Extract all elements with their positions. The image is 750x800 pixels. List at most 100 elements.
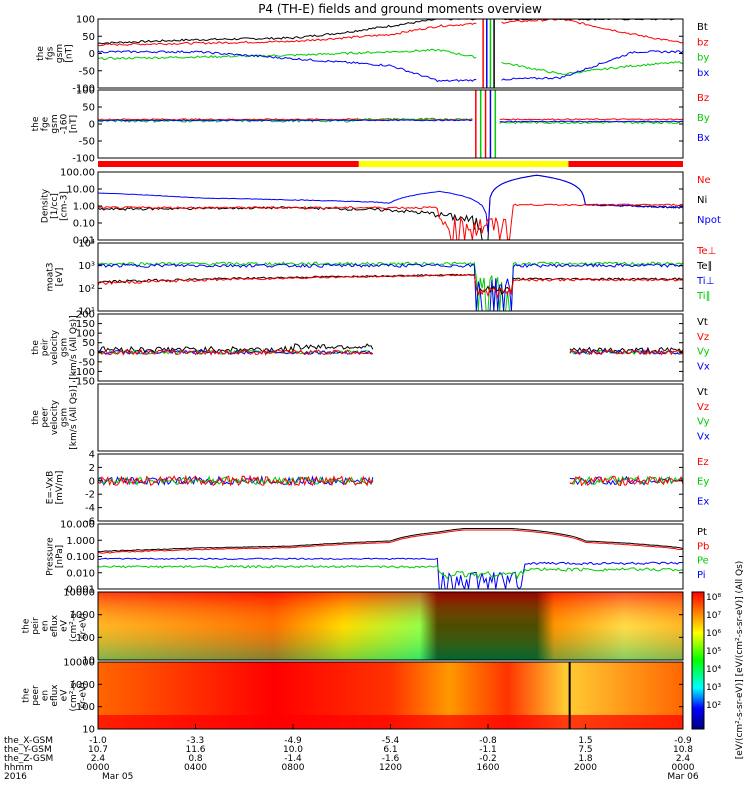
series-te-par	[98, 273, 683, 296]
y-label-line: the	[36, 46, 46, 61]
x-tick-label: 0400	[184, 763, 207, 773]
y-label-line: [mV/m]	[55, 471, 65, 505]
y-label-line: Density	[41, 188, 51, 223]
x-tick-label: 10.7	[88, 745, 108, 755]
panel-10: 10000 1000 100 10 the peer en eflux eV (cm²-s-sr-…	[22, 658, 684, 736]
spectrogram-lowband	[98, 715, 683, 729]
y-tick-label: -100	[72, 84, 95, 95]
series-vz	[98, 348, 683, 356]
x-tick-label: 6.1	[383, 745, 397, 755]
panel-frame	[97, 523, 684, 590]
x-tick-label: 0000	[87, 763, 110, 773]
x-tick-label: 1200	[379, 763, 402, 773]
y-tick-label: 10.00	[66, 185, 95, 196]
series-ti-par	[98, 261, 683, 311]
panel-frame	[97, 242, 684, 312]
y-tick-label: 1000	[70, 680, 95, 691]
colorbar-tick-label: 10⁴	[706, 665, 721, 675]
y-axis-label: the fgs gsm [nT]	[36, 44, 75, 63]
y-tick-label: 4	[89, 450, 95, 461]
legend-entry-vt: Vt	[697, 317, 708, 328]
y-label-line: gsm	[55, 44, 65, 63]
colorbar-label-group: [eV/(cm²-s-sr-eV)] [eV/(cm²-s-sr-eV)] (A…	[735, 561, 745, 760]
y-label-line: eflux	[50, 614, 60, 637]
time-axis: the_X-GSMthe_Y-GSMthe_Z-GSMhhmm2016-1.01…	[4, 724, 699, 782]
y-label-line: fgs	[45, 46, 55, 60]
y-axis-label: the peir en eflux eV (cm²-s-sr-eV)	[22, 610, 89, 642]
y-axis-label: the fge gsm -160 [nT]	[31, 114, 79, 135]
y-tick-label: 0.010	[66, 568, 95, 579]
y-tick-label: -4	[85, 503, 95, 514]
y-label-line: moat3	[45, 262, 55, 291]
y-label-line: velocity	[50, 329, 60, 365]
x-tick-label: -0.9	[674, 736, 692, 746]
y-label-line: Pressure	[45, 537, 55, 576]
panel-frame	[97, 171, 684, 241]
legend-entry-ni: Ni	[697, 195, 707, 206]
y-axis-label: Density [1/cc] [cm-3]	[41, 188, 70, 223]
series-pt	[98, 528, 683, 553]
panel-2: 100 50 0 -50 -100 the fge gsm -160 [nT] Bz By Bx	[31, 86, 710, 165]
spectrogram-overlay	[98, 592, 683, 660]
x-row-label: the_Z-GSM	[4, 754, 53, 764]
panel-content	[98, 474, 683, 487]
y-label-line: fge	[41, 116, 51, 131]
y-label-line: [cm-3]	[60, 191, 70, 221]
legend-entry-bz: bz	[697, 37, 709, 48]
series-ti-perp	[98, 263, 683, 311]
y-tick-label: 0	[89, 120, 95, 131]
series-ne	[98, 203, 683, 240]
y-label-line: -160	[60, 114, 70, 135]
legend-entry-bx: Bx	[697, 133, 710, 144]
y-tick-label: 50	[82, 103, 95, 114]
x-tick-label: 2000	[574, 763, 597, 773]
y-tick-label: 100	[76, 702, 95, 713]
legend-entry-ez: Ez	[697, 457, 709, 468]
legend-entry-vx: Vx	[697, 361, 710, 372]
series-bz	[98, 19, 683, 47]
series-te-perp	[98, 274, 683, 299]
x-tick-label: 7.5	[578, 745, 592, 755]
colorbar-tick-label: 10⁵	[706, 647, 721, 657]
colorbar-tick-label: 10⁶	[706, 629, 721, 639]
legend-entry-bz: Bz	[697, 93, 709, 104]
mode-bar-segment	[358, 161, 569, 167]
panel-content	[98, 343, 683, 356]
y-label-line: [nT]	[64, 44, 74, 62]
y-axis-label: E=-VxB [mV/m]	[45, 471, 65, 505]
panel-content	[98, 261, 683, 311]
y-tick-label: 100	[76, 15, 95, 26]
legend-entry-pb: Pb	[697, 541, 709, 552]
y-tick-label: 1.000	[66, 536, 95, 547]
mode-status-bar	[98, 161, 683, 167]
x-tick-label: -1.0	[89, 736, 107, 746]
x-tick-label: -5.4	[382, 736, 400, 746]
series-by	[98, 48, 683, 75]
colorbar-tick-label: 10²	[706, 701, 721, 711]
x-row-label: hhmm	[4, 763, 33, 773]
panel-content	[98, 528, 683, 589]
y-label-line: the	[31, 116, 41, 131]
colorbar: 10⁸ 10⁷ 10⁶ 10⁵ 10⁴ 10³ 10² [eV/(cm²-s-sr-eV)] …	[691, 561, 745, 760]
legend-entry-ti∥: Ti∥	[696, 291, 711, 302]
panel-content	[98, 174, 683, 240]
series-bx-fge	[98, 119, 683, 123]
y-tick-label: 2	[89, 463, 95, 474]
x-tick-label: 1.8	[578, 754, 593, 764]
legend-entry-vz: Vz	[697, 402, 709, 413]
x-row-label: the_Y-GSM	[4, 745, 52, 755]
y-axis-label: moat3 [eV]	[45, 262, 65, 291]
legend-entry-vt: Vt	[697, 387, 708, 398]
y-tick-label: 10²	[78, 284, 95, 295]
chart-title: P4 (TH-E) fields and ground moments over…	[258, 2, 542, 16]
y-tick-label: 0	[89, 476, 95, 487]
legend-entry-bx: bx	[697, 68, 709, 79]
y-label-line: sr-eV)	[79, 613, 89, 639]
panel-content	[98, 592, 683, 660]
y-tick-label: 10¹	[78, 307, 95, 318]
y-label-line: [km/s (All Qs)]	[69, 385, 79, 449]
x-row-label: 2016	[4, 772, 27, 782]
